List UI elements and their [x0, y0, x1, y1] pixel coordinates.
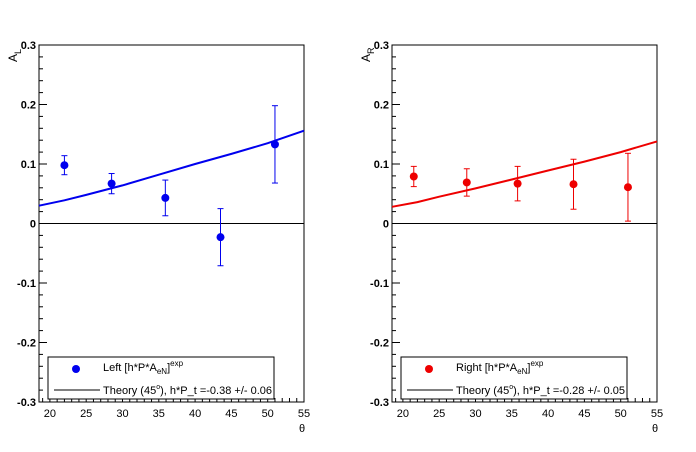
data-point [161, 193, 170, 202]
legend-data-close: ] [167, 362, 170, 374]
x-tick-label: 55 [298, 408, 310, 420]
y-tick-label: -0.1 [370, 278, 389, 290]
legend-data-text: Left [h*P*A [103, 362, 157, 374]
y-tick-label: 0.1 [21, 159, 36, 171]
y-axis-title: AR [359, 47, 376, 62]
x-axis-title: θ [299, 423, 305, 435]
y-axis-title-main: A [359, 54, 373, 62]
legend-data-marker [425, 365, 433, 373]
x-tick-label: 30 [469, 408, 481, 420]
x-tick-label: 50 [262, 408, 274, 420]
y-tick-label: -0.3 [370, 397, 389, 409]
legend-data-sup: exp [530, 359, 543, 368]
legend-box [400, 356, 628, 400]
legend-theory-rest: ), h*P_t =-0.28 +/- 0.05 [513, 385, 625, 397]
x-tick-label: 35 [153, 408, 165, 420]
y-tick-label: -0.2 [370, 338, 389, 350]
x-tick-label: 40 [189, 408, 201, 420]
x-tick-label: 35 [506, 408, 518, 420]
data-point [462, 178, 471, 187]
x-tick-label: 25 [80, 408, 92, 420]
y-tick-label: 0.3 [21, 40, 36, 52]
x-tick-label: 20 [44, 408, 56, 420]
y-axis-title-main: A [6, 54, 20, 62]
x-tick-label: 45 [578, 408, 590, 420]
data-point [513, 179, 522, 188]
legend-data-sup: exp [170, 359, 183, 368]
data-point [60, 161, 69, 170]
legend-data-marker [72, 365, 80, 373]
x-tick-label: 55 [651, 408, 663, 420]
data-point [569, 180, 578, 189]
y-tick-label: 0 [30, 219, 36, 231]
legend-theory-deg: o [156, 384, 160, 391]
legend-box [47, 356, 275, 400]
y-axis-title-sub: R [366, 47, 376, 54]
y-tick-label: 0.2 [21, 100, 36, 112]
y-tick-label: -0.1 [17, 278, 36, 290]
y-tick-label: 0.2 [374, 100, 389, 112]
legend-theory-text: Theory (45 [456, 385, 509, 397]
legend-theory-label: Theory (45o), h*P_t =-0.38 +/- 0.06 [103, 384, 272, 397]
legend-data-sub: eN [157, 367, 167, 376]
y-tick-label: -0.3 [17, 397, 36, 409]
legend-theory-rest: ), h*P_t =-0.38 +/- 0.06 [160, 385, 272, 397]
x-axis-title: θ [652, 423, 658, 435]
y-tick-label: 0.1 [374, 159, 389, 171]
data-point [270, 140, 279, 149]
legend-data-label: Right [h*P*AeN]exp [456, 359, 544, 376]
data-point [107, 179, 116, 188]
data-point [216, 233, 225, 242]
theory-curve [391, 140, 658, 208]
theory-curve [38, 129, 305, 207]
x-tick-label: 30 [116, 408, 128, 420]
x-tick-label: 40 [542, 408, 554, 420]
data-point [623, 183, 632, 192]
legend-theory-text: Theory (45 [103, 385, 156, 397]
y-tick-label: -0.2 [17, 338, 36, 350]
y-axis-title-sub: L [13, 49, 23, 54]
data-point [409, 172, 418, 181]
left-asymmetry-panel: -0.3 -0.2 -0.1 0 0.1 0.2 0.3 20 25 30 35 40 45 50 55 θ A… [6, 40, 310, 435]
legend-theory-deg: o [509, 384, 513, 391]
right-asymmetry-panel: -0.3 -0.2 -0.1 0 0.1 0.2 0.3 20 25 30 35 40 45 50 55 θ A… [359, 40, 663, 435]
x-tick-label: 45 [225, 408, 237, 420]
y-axis-title: AL [6, 49, 23, 62]
legend-data-text: Right [h*P*A [456, 362, 518, 374]
y-tick-label: 0 [383, 219, 389, 231]
legend-data-label: Left [h*P*AeN]exp [103, 359, 184, 376]
x-tick-label: 50 [615, 408, 627, 420]
y-tick-label: 0.3 [374, 40, 389, 52]
legend-theory-label: Theory (45o), h*P_t =-0.28 +/- 0.05 [456, 384, 625, 397]
x-tick-label: 20 [397, 408, 409, 420]
x-tick-label: 25 [433, 408, 445, 420]
legend-data-sub: eN [517, 367, 527, 376]
legend-data-close: ] [527, 362, 530, 374]
